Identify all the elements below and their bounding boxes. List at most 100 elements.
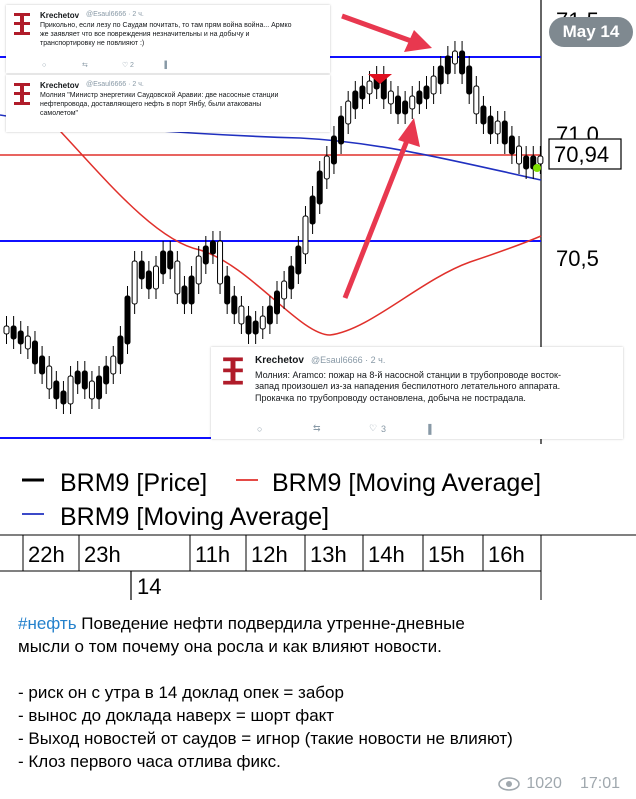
candle-body	[480, 105, 487, 125]
date-badge: May 14	[549, 17, 633, 47]
tweet-text: Прикольно, если лезу по Саудам почитать,…	[40, 22, 326, 48]
tweet-text-line: самолетом"	[40, 109, 79, 117]
candle-body	[188, 275, 195, 305]
candle-body	[409, 95, 416, 110]
like-icon[interactable]: ♡	[122, 62, 129, 69]
candle-body	[338, 115, 345, 145]
time-label: 22h	[28, 542, 65, 567]
tweet-handle: @Esaul6666 · 2 ч.	[86, 11, 144, 18]
price-label-low: 70,5	[556, 246, 599, 271]
tweet-text-line: Прокачка по трубопроводу остановлена, до…	[255, 392, 526, 403]
candle-body	[359, 85, 366, 100]
tweet-text-line: транспортировку не повлияют :)	[40, 39, 145, 47]
candle-body	[96, 375, 103, 400]
candle-body	[231, 295, 238, 315]
candle-body	[131, 260, 138, 305]
message-line: - Клоз первого часа отлива фикс.	[18, 752, 281, 771]
candle-body	[416, 90, 423, 105]
candle-body	[31, 340, 38, 365]
candle-body	[508, 135, 515, 155]
candle-body	[537, 155, 544, 165]
candle-body	[46, 365, 53, 390]
tweet-author[interactable]: Krechetov	[40, 11, 80, 20]
candle-body	[523, 155, 530, 170]
chart-legend: BRM9 [Price] BRM9 [Moving Average] BRM9 …	[22, 469, 541, 531]
reply-icon[interactable]: ○	[42, 61, 47, 69]
profile-logo-icon	[223, 357, 243, 385]
tweet-author[interactable]: Krechetov	[40, 81, 80, 90]
tweet-text-line: Молния: Aramco: пожар на 8-й насосной ст…	[255, 370, 561, 380]
tweet-text-line: же заявляет что все повреждения незначит…	[40, 30, 250, 38]
candle-body	[103, 365, 110, 385]
tweet-text: Молния "Министр энергетики Саудовской Ар…	[40, 92, 326, 118]
tweet-card-3[interactable]: Krechetov @Esaul6666 · 2 ч. Молния: Aram…	[211, 347, 623, 439]
candle-body	[167, 250, 174, 270]
tweet-actions: ○ ⇆ ♡ 2 ▐	[42, 61, 167, 70]
view-count: 1020	[526, 775, 562, 792]
analytics-icon[interactable]: ▐	[425, 423, 432, 434]
like-count: 3	[381, 423, 387, 434]
candle-body	[124, 295, 131, 345]
candle-body	[274, 290, 280, 315]
tweet-card-1[interactable]: Krechetov @Esaul6666 · 2 ч. Прикольно, е…	[6, 5, 330, 73]
message-line: - риск он с утра в 14 доклад опек = забо…	[18, 683, 344, 702]
message-text: #нефть Поведение нефти подвердила утренн…	[18, 612, 623, 773]
message-line: - Выход новостей от саудов = игнор (таки…	[18, 729, 513, 748]
tweet-author[interactable]: Krechetov	[255, 355, 304, 366]
message-meta: 1020 17:01	[498, 775, 620, 793]
candle-body	[352, 90, 359, 110]
analytics-icon[interactable]: ▐	[162, 61, 167, 69]
candle-body	[60, 390, 67, 405]
candle-body	[117, 335, 124, 365]
message-line: - вынос до доклада наверх = шорт факт	[18, 706, 335, 725]
candle-body	[53, 380, 60, 400]
eye-icon	[498, 777, 521, 791]
candle-body	[516, 145, 523, 165]
candle-body	[238, 305, 245, 325]
candle-body	[302, 215, 309, 255]
reply-icon[interactable]: ○	[257, 423, 263, 434]
time-label: 15h	[428, 542, 465, 567]
tweet-text: Молния: Aramco: пожар на 8-й насосной ст…	[255, 370, 617, 404]
time-label: 23h	[84, 542, 121, 567]
candle-body	[459, 50, 466, 75]
legend-ma-fast: BRM9 [Moving Average]	[272, 469, 541, 497]
hashtag-link[interactable]: #нефть	[18, 614, 77, 633]
candle-body	[81, 370, 88, 390]
profile-logo-icon	[14, 13, 30, 35]
tweet-text-line: Прикольно, если лезу по Саудам почитать,…	[40, 22, 292, 29]
candle-body	[295, 245, 302, 275]
candle-body	[309, 195, 316, 225]
candle-body	[473, 85, 480, 115]
annotation-arrows	[341, 13, 432, 299]
candle-body	[224, 275, 231, 305]
time-label: 16h	[488, 542, 525, 567]
candle-body	[288, 265, 295, 290]
candlestick-series	[3, 41, 544, 414]
candle-body	[17, 330, 24, 345]
candle-body	[487, 115, 494, 135]
candle-body	[174, 260, 181, 295]
like-icon[interactable]: ♡	[369, 423, 378, 433]
candle-body	[430, 75, 437, 95]
message-line: #нефть Поведение нефти подвердила утренн…	[18, 612, 623, 635]
retweet-icon[interactable]: ⇆	[82, 62, 88, 69]
candle-body	[494, 120, 501, 135]
legend-ma-slow: BRM9 [Moving Average]	[60, 503, 329, 531]
candle-body	[145, 270, 152, 290]
candle-body	[266, 305, 273, 325]
candle-body	[259, 315, 266, 330]
candle-body	[110, 355, 117, 375]
tweet-card-2[interactable]: Krechetov @Esaul6666 · 2 ч. Молния "Мини…	[6, 75, 330, 132]
candle-body	[395, 95, 402, 115]
candle-body	[402, 100, 409, 115]
retweet-icon[interactable]: ⇆	[313, 423, 321, 433]
candle-body	[202, 245, 209, 265]
message-line: мысли о том почему она росла и как влияю…	[18, 637, 442, 656]
candle-body	[195, 255, 202, 285]
candle-body	[209, 240, 216, 255]
candle-body	[451, 50, 458, 65]
profile-logo-icon	[14, 83, 30, 105]
tweet-text-line: Молния "Министр энергетики Саудовской Ар…	[40, 92, 279, 99]
message-line-text: Поведение нефти подвердила утренне-дневн…	[76, 614, 465, 633]
